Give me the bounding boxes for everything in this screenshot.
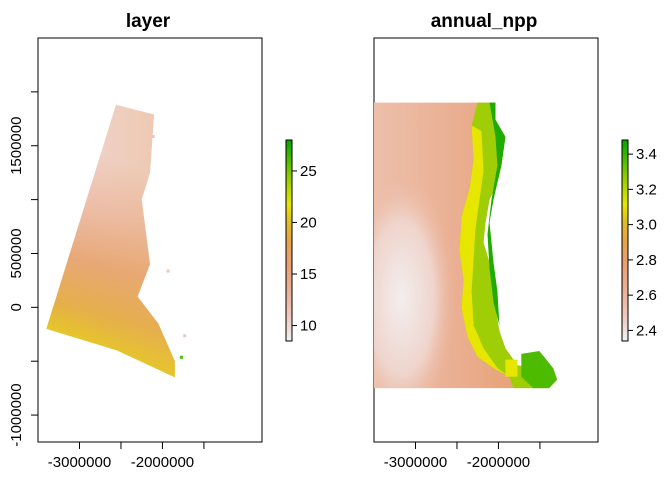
legend-annual-npp: 2.4 2.6 2.8 3.0 3.2 3.4 xyxy=(621,139,657,342)
x-tick-label: -3000000 xyxy=(48,454,111,471)
legend-tick-label: 3.4 xyxy=(636,146,657,163)
npp-island xyxy=(521,351,558,389)
legend-tick-label: 3.2 xyxy=(636,181,657,198)
layer-cell xyxy=(166,269,170,273)
x-axis-layer: -3000000 -2000000 xyxy=(48,442,205,471)
y-tick-label: 0 xyxy=(8,303,25,311)
panel-title-layer: layer xyxy=(126,11,171,32)
npp-yellow-band xyxy=(459,125,510,377)
legend-tick-label: 10 xyxy=(300,318,317,335)
layer-cell xyxy=(147,124,151,128)
npp-island-edge xyxy=(505,359,518,377)
legend-tick-label: 2.8 xyxy=(636,252,657,269)
legend-tick-label: 3.0 xyxy=(636,217,657,234)
x-tick-label: -2000000 xyxy=(131,454,194,471)
y-axis-layer: -1000000 0 500000 1500000 xyxy=(8,91,38,447)
raster-layer xyxy=(46,104,187,378)
plot-frame-layer xyxy=(37,37,263,443)
legend-tick-label: 2.6 xyxy=(636,287,657,304)
y-tick-label: 1500000 xyxy=(8,117,25,175)
legend-layer: 10 15 20 25 xyxy=(285,139,317,342)
npp-green-edge xyxy=(487,102,506,326)
x-axis-annual-npp: -3000000 -2000000 xyxy=(384,442,541,471)
x-tick-label: -2000000 xyxy=(467,454,530,471)
y-tick-label: 500000 xyxy=(8,228,25,278)
legend-tick-label: 2.4 xyxy=(636,322,657,339)
legend-tick-label: 20 xyxy=(300,214,317,231)
y-tick-label: -1000000 xyxy=(8,383,25,446)
panel-title-annual-npp: annual_npp xyxy=(431,11,538,32)
panel-layer: layer -3000000 -2000000 -1000000 0 500000 15… xyxy=(8,11,317,471)
layer-cell xyxy=(179,355,183,359)
layer-cell xyxy=(151,135,155,138)
legend-colorbar xyxy=(285,139,293,342)
x-tick-label: -3000000 xyxy=(384,454,447,471)
layer-region-shade xyxy=(46,104,175,378)
layer-cell xyxy=(183,334,187,338)
legend-colorbar xyxy=(621,139,629,342)
raster-annual-npp xyxy=(374,102,558,389)
legend-tick-label: 25 xyxy=(300,163,317,180)
panel-annual-npp: annual_npp -3000000 -2000000 2.4 2.6 2.8 3.0… xyxy=(373,11,657,471)
layer-cell xyxy=(148,151,152,155)
legend-tick-label: 15 xyxy=(300,266,317,283)
